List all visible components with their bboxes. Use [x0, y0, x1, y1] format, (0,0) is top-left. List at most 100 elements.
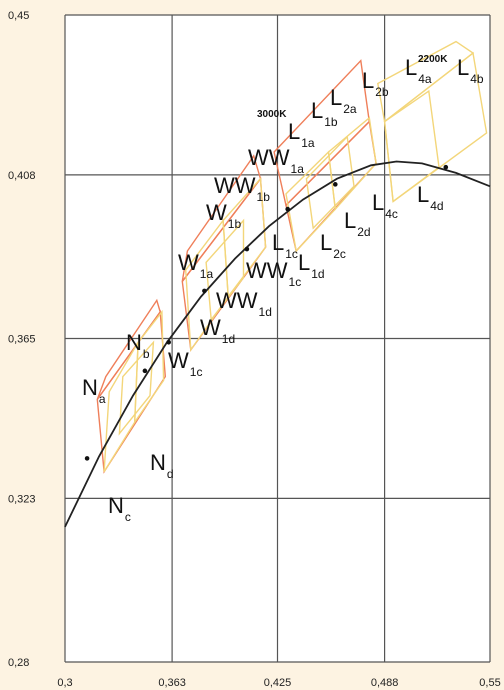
y-tick-label: 0,28	[8, 657, 29, 669]
bin-region-16	[377, 40, 475, 123]
bin-region-3	[133, 309, 165, 425]
y-tick-label: 0,408	[8, 170, 36, 182]
bin-label-main: N	[126, 330, 142, 355]
bin-label-sub: 1b	[257, 190, 271, 204]
bin-label-main: W	[178, 250, 199, 275]
bin-label-main: L	[320, 230, 332, 255]
bin-regions	[96, 40, 488, 474]
y-tick-label: 0,365	[8, 334, 36, 346]
bin-label-main: L	[330, 85, 342, 110]
bin-label-l-1d: L 1d	[298, 250, 325, 281]
bin-label-sub: 1d	[259, 305, 272, 319]
bin-label-sub: 1c	[285, 247, 298, 261]
bin-label-main: L	[457, 55, 469, 80]
bin-label-main: W	[206, 200, 227, 225]
annotation-2200k: 2200K	[418, 54, 448, 65]
bin-label-w-1d: W 1d	[200, 315, 235, 346]
bin-label-main: L	[405, 55, 417, 80]
bin-label-l-2c: L 2c	[320, 230, 346, 261]
x-tick-label: 0,3	[57, 677, 72, 689]
bin-label-sub: 4d	[430, 199, 443, 213]
reference-point-3	[202, 288, 207, 294]
bin-region-8	[222, 177, 267, 299]
bin-label-l-1b: L 1b	[311, 98, 338, 129]
bin-label-l-1c: L 1c	[272, 230, 298, 261]
x-tick-label: 0,488	[371, 677, 399, 689]
bin-label-main: WW	[248, 145, 290, 170]
bin-label-l-2a: L 2a	[330, 85, 357, 116]
blackbody-curve	[64, 160, 491, 528]
y-tick-label: 0,323	[8, 493, 36, 505]
bin-label-main: L	[362, 68, 374, 93]
reference-point-2	[166, 340, 171, 345]
bin-label-w-1b: W 1b	[206, 200, 241, 231]
bin-label-sub: 1d	[311, 267, 324, 281]
bin-label-l-1a: L 1a	[288, 119, 315, 150]
bin-label-l-4a: L 4a	[405, 55, 432, 86]
bin-label-sub: 1b	[324, 115, 338, 129]
bin-label-sub: 4a	[418, 72, 432, 86]
bin-label-main: L	[272, 230, 284, 255]
bin-label-main: L	[288, 119, 300, 144]
bin-label-sub: 1b	[228, 217, 242, 231]
bin-label-main: L	[372, 190, 384, 215]
bin-label-ww-1c: WW 1c	[246, 258, 301, 289]
bin-label-ww-1b: WW 1b	[214, 173, 270, 204]
bin-label-sub: 1c	[190, 365, 203, 379]
x-tick-label: 0,425	[264, 677, 292, 689]
bin-label-sub: d	[167, 467, 174, 481]
bin-region-13	[327, 116, 377, 211]
bin-label-ww-1a: WW 1a	[248, 145, 304, 176]
bin-label-sub: a	[99, 392, 106, 406]
bin-label-main: L	[417, 182, 429, 207]
bin-region-4	[118, 340, 155, 436]
bin-label-l-2d: L 2d	[344, 208, 371, 239]
bin-label-main: N	[150, 450, 166, 475]
bin-label-sub: 2d	[357, 225, 370, 239]
y-tick-label: 0,45	[8, 10, 29, 22]
reference-point-5	[285, 206, 291, 212]
bin-label-w-1a: W 1a	[178, 250, 213, 281]
bin-label-main: L	[344, 208, 356, 233]
bin-label-sub: 2b	[375, 85, 389, 99]
bin-region-9	[205, 218, 245, 322]
bin-label-main: N	[82, 375, 98, 400]
bin-label-sub: 2a	[343, 102, 357, 116]
reference-point-1	[142, 368, 148, 374]
bin-label-sub: 1a	[200, 267, 214, 281]
bin-label-sub: 1d	[222, 332, 235, 346]
reference-point-0	[84, 456, 90, 461]
bin-label-sub: 4c	[385, 207, 398, 221]
bin-label-main: L	[311, 98, 323, 123]
reference-point-7	[443, 164, 449, 170]
curve-line	[64, 160, 491, 528]
bin-label-main: L	[298, 250, 310, 275]
bin-label-sub: 1a	[301, 136, 315, 150]
bin-label-sub: 1a	[291, 162, 305, 176]
bin-label-sub: b	[143, 347, 150, 361]
tick-labels: 0,3 0,363 0,425 0,488 0,55 0,28 0,323 0,365 0,40…	[8, 10, 501, 689]
bin-label-w-1c: W 1c	[168, 348, 202, 379]
bin-region-17	[383, 89, 440, 203]
reference-points	[84, 164, 449, 461]
bin-label-main: WW	[216, 288, 258, 313]
bin-label-main: W	[200, 315, 221, 340]
bin-label-main: W	[168, 348, 189, 373]
bin-label-sub: 4b	[470, 72, 484, 86]
reference-point-6	[333, 182, 338, 187]
bin-label-l-4d: L 4d	[417, 182, 444, 213]
annotation-3000k: 3000K	[257, 109, 287, 120]
bin-label-main: WW	[214, 173, 256, 198]
bin-label-main: WW	[246, 258, 288, 283]
bin-label-l-4b: L 4b	[457, 55, 484, 86]
bin-label-sub: c	[125, 510, 131, 524]
x-tick-label: 0,55	[479, 677, 500, 689]
x-tick-label: 0,363	[158, 677, 186, 689]
bin-label-ww-1d: WW 1d	[216, 288, 272, 319]
